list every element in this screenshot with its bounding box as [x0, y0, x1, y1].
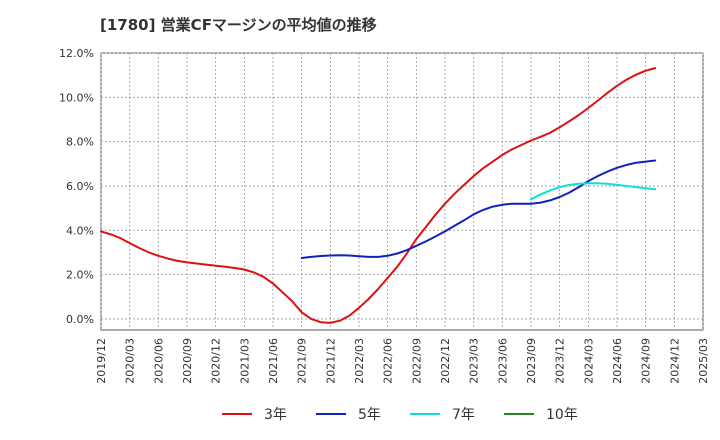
legend-label: 5年: [358, 407, 381, 423]
x-tick-label: 2020/09: [181, 338, 194, 384]
x-tick-label: 2020/12: [210, 338, 223, 384]
y-tick-label: 4.0%: [66, 224, 94, 237]
x-tick-label: 2021/03: [238, 338, 251, 384]
y-tick-label: 2.0%: [66, 269, 94, 282]
x-tick-label: 2023/06: [496, 338, 509, 384]
y-tick-label: 0.0%: [66, 313, 94, 326]
legend: 3年 5年 7年 10年: [222, 407, 578, 423]
x-tick-label: 2022/12: [439, 338, 452, 384]
legend-label: 10年: [546, 407, 578, 423]
grid-lines: [100, 52, 704, 330]
x-tick-label: 2024/12: [668, 338, 681, 384]
x-tick-label: 2024/06: [611, 338, 624, 384]
x-tick-label: 2024/09: [640, 338, 653, 384]
y-tick-label: 6.0%: [66, 180, 94, 193]
x-tick-label: 2021/12: [324, 338, 337, 384]
x-tick-label: 2021/09: [296, 338, 309, 384]
x-tick-label: 2021/06: [267, 338, 280, 384]
y-tick-label: 10.0%: [59, 91, 94, 104]
x-tick-label: 2022/06: [382, 338, 395, 384]
x-tick-label: 2020/03: [124, 338, 137, 384]
x-tick-label: 2022/09: [410, 338, 423, 384]
x-tick-label: 2022/03: [353, 338, 366, 384]
series-lines: [100, 67, 657, 324]
series-line-7年: [530, 182, 657, 201]
x-axis-ticks: 2019/12 2020/03 2020/06 2020/09 2020/12 2021/…: [95, 338, 710, 384]
x-tick-label: 2023/12: [554, 338, 567, 384]
series-line-5年: [300, 159, 657, 259]
y-tick-label: 12.0%: [59, 47, 94, 60]
legend-label: 7年: [452, 407, 475, 423]
legend-label: 3年: [264, 407, 287, 423]
x-tick-label: 2024/03: [582, 338, 595, 384]
x-tick-label: 2025/03: [697, 338, 710, 384]
x-tick-label: 2023/09: [525, 338, 538, 384]
y-tick-label: 8.0%: [66, 136, 94, 149]
y-axis-ticks: 12.0% 10.0% 8.0% 6.0% 4.0% 2.0% 0.0%: [59, 47, 94, 326]
x-tick-label: 2019/12: [95, 338, 108, 384]
x-tick-label: 2023/03: [468, 338, 481, 384]
plot-area: [100, 52, 704, 331]
x-tick-label: 2020/06: [152, 338, 165, 384]
series-line-3年: [100, 67, 657, 324]
chart-title: [1780] 営業CFマージンの平均値の推移: [100, 16, 377, 34]
